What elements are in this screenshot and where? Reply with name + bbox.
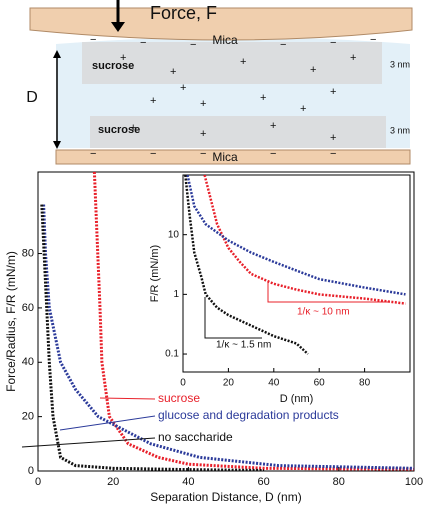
annotation: 1/κ ~ 1.5 nm — [216, 340, 271, 351]
arrow-head — [111, 22, 125, 32]
x-tick-label: 40 — [268, 378, 280, 389]
mica-label: Mica — [212, 33, 238, 47]
y-tick-label: 80 — [22, 247, 34, 259]
thickness-label: 3 nm — [390, 125, 410, 135]
svg-text:−: − — [280, 39, 286, 51]
svg-text:−: − — [370, 34, 376, 46]
svg-text:+: + — [150, 95, 156, 107]
y-tick-label: 60 — [22, 302, 34, 314]
svg-text:+: + — [120, 52, 126, 64]
data-line — [186, 175, 406, 296]
leader-line — [99, 397, 156, 400]
svg-text:+: + — [180, 82, 186, 94]
y-axis-label: Force/Radius, F/R (mN/m) — [4, 251, 18, 392]
svg-text:+: + — [330, 86, 336, 98]
data-line — [40, 204, 264, 471]
svg-text:−: − — [190, 39, 196, 51]
svg-text:+: + — [170, 66, 176, 78]
legend-label: sucrose — [158, 391, 200, 405]
layer-label: sucrose — [92, 60, 134, 72]
x-tick-label: 0 — [35, 476, 41, 488]
y-axis-label: F/R (mN/m) — [149, 245, 161, 302]
svg-text:−: − — [330, 37, 336, 49]
mica-top — [29, 7, 413, 41]
svg-text:+: + — [330, 132, 336, 144]
data-line — [42, 204, 414, 470]
annotation: 1/κ ~ 10 nm — [297, 307, 350, 318]
x-tick-label: 100 — [405, 476, 423, 488]
svg-text:+: + — [260, 92, 266, 104]
svg-text:−: − — [90, 34, 96, 46]
data-line — [184, 175, 309, 355]
x-tick-label: 80 — [333, 476, 345, 488]
diagram: Force, F Mica Mica D sucrose sucrose 3 n… — [26, 0, 413, 165]
mica-bottom — [55, 149, 411, 165]
svg-text:+: + — [200, 98, 206, 110]
y-tick-label: 0 — [28, 465, 34, 477]
force-label: Force, F — [150, 3, 217, 23]
leader-line — [21, 437, 156, 448]
data-line — [92, 172, 414, 471]
svg-text:−: − — [330, 148, 336, 160]
svg-text:−: − — [200, 148, 206, 160]
x-axis-label: Separation Distance, D (nm) — [150, 490, 301, 504]
charges: + + + + + + + + + + + + + + + − − − − − − − − − − − — [90, 34, 376, 160]
y-tick-label: 0.1 — [165, 349, 179, 360]
svg-text:+: + — [240, 56, 246, 68]
sucrose-layer — [82, 42, 382, 84]
svg-text:+: + — [200, 128, 206, 140]
x-tick-label: 40 — [182, 476, 194, 488]
svg-text:+: + — [300, 103, 306, 115]
y-tick-label: 40 — [22, 356, 34, 368]
y-tick-label: 1 — [173, 289, 179, 300]
fit-bracket — [267, 282, 390, 303]
svg-text:−: − — [150, 148, 156, 160]
x-tick-label: 60 — [314, 378, 326, 389]
legend-label: glucose and degradation products — [158, 408, 339, 422]
svg-text:+: + — [310, 64, 316, 76]
mica-label: Mica — [212, 150, 238, 164]
svg-text:−: − — [270, 148, 276, 160]
y-tick-label: 20 — [22, 411, 34, 423]
x-tick-label: 20 — [107, 476, 119, 488]
x-tick-label: 60 — [257, 476, 269, 488]
svg-text:+: + — [130, 122, 136, 134]
x-axis-label: D (nm) — [280, 393, 314, 405]
layer-label: sucrose — [98, 124, 140, 136]
thickness-label: 3 nm — [390, 59, 410, 69]
legend-label: no saccharide — [158, 430, 233, 444]
plot-area — [182, 174, 411, 373]
x-tick-label: 0 — [180, 378, 186, 389]
x-tick-label: 80 — [359, 378, 371, 389]
leader-line — [59, 415, 156, 431]
svg-text:−: − — [140, 37, 146, 49]
svg-text:−: − — [90, 148, 96, 160]
gap-label: D — [26, 89, 38, 106]
svg-text:+: + — [350, 52, 356, 64]
fit-bracket — [204, 297, 262, 339]
svg-text:+: + — [270, 120, 276, 132]
x-tick-label: 20 — [223, 378, 235, 389]
y-tick-label: 10 — [168, 229, 180, 240]
sucrose-layer — [90, 116, 386, 148]
